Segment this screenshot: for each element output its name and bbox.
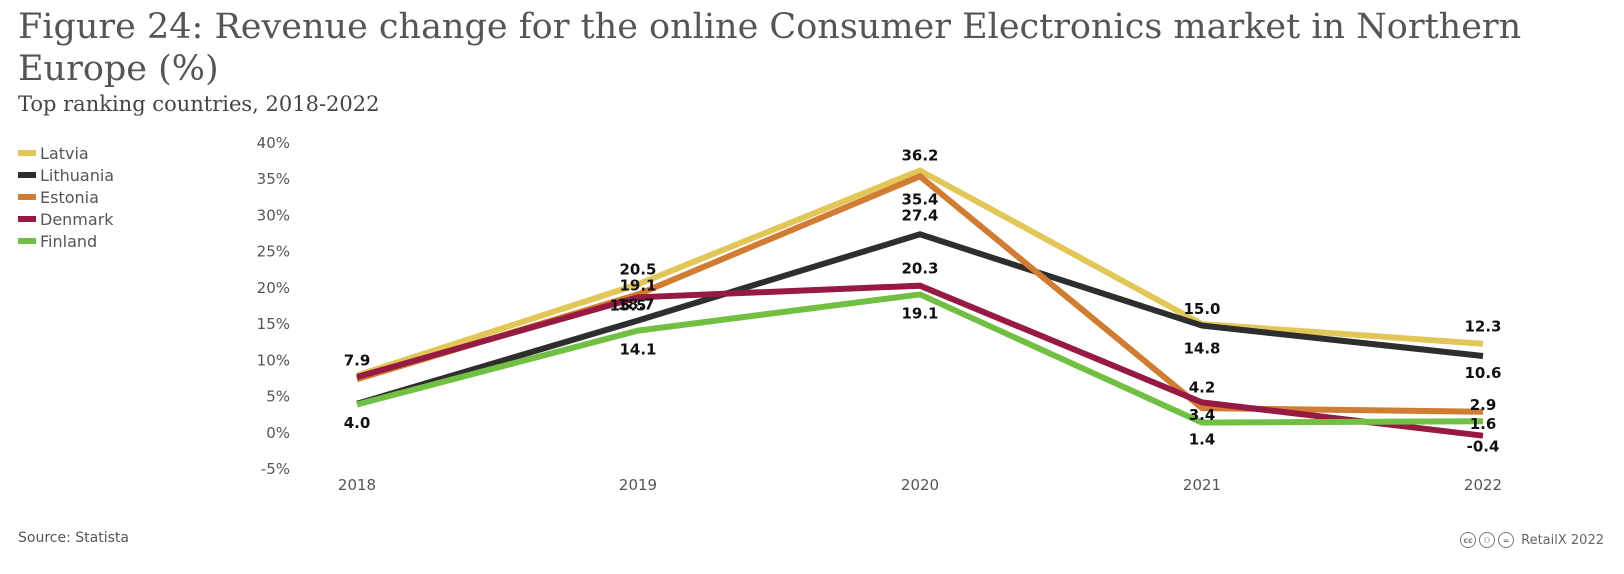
legend-label: Lithuania	[40, 165, 115, 185]
legend-label: Finland	[40, 231, 98, 251]
x-tick-label: 2018	[338, 476, 376, 494]
legend-item-latvia: Latvia	[18, 142, 114, 164]
data-label-finland: 14.1	[619, 341, 656, 359]
creative-commons-icon: cc	[1460, 532, 1477, 548]
legend-label: Latvia	[40, 143, 89, 163]
data-label-estonia: 35.4	[901, 190, 938, 208]
attribution-icon: ⚇	[1479, 532, 1496, 548]
data-label-lithuania: 4.0	[344, 414, 371, 432]
data-label-lithuania: 14.8	[1183, 340, 1220, 358]
y-tick-label: 15%	[257, 315, 290, 333]
legend-swatch	[18, 150, 36, 156]
y-tick-label: 30%	[257, 206, 290, 224]
legend-label: Estonia	[40, 187, 99, 207]
series-line-latvia	[356, 167, 1484, 379]
x-tick-label: 2019	[619, 476, 657, 494]
series-line-finland	[356, 291, 1484, 426]
data-label-latvia: 12.3	[1464, 318, 1501, 336]
x-tick-label: 2020	[901, 476, 939, 494]
data-label-lithuania: 15.5	[609, 296, 646, 314]
series-line-denmark	[356, 282, 1484, 439]
credit-text: RetailX 2022	[1521, 532, 1604, 548]
chart-title: Figure 24: Revenue change for the online…	[18, 7, 1522, 89]
data-label-denmark: 4.2	[1189, 378, 1216, 396]
legend-item-estonia: Estonia	[18, 186, 114, 208]
source-note: Source: Statista	[18, 530, 129, 546]
legend-swatch	[18, 216, 36, 222]
no-derivatives-icon: =	[1498, 532, 1515, 548]
chart-legend: Latvia Lithuania Estonia Denmark Finland	[18, 142, 114, 252]
y-tick-label: 0%	[266, 424, 290, 442]
legend-label: Denmark	[40, 209, 114, 229]
legend-swatch	[18, 172, 36, 178]
y-tick-label: 5%	[266, 388, 290, 406]
data-labels: 7.9 20.5 36.2 15.0 12.3 4.0 15.5 27.4 14.8 10.6 19…	[344, 147, 1502, 456]
y-tick-label: 20%	[257, 279, 290, 297]
x-tick-label: 2022	[1464, 476, 1502, 494]
data-label-lithuania: 10.6	[1464, 364, 1501, 382]
legend-item-finland: Finland	[18, 230, 114, 252]
data-label-denmark: 20.3	[901, 260, 938, 278]
data-label-lithuania: 27.4	[901, 206, 938, 224]
y-tick-label: 10%	[257, 351, 290, 369]
legend-swatch	[18, 238, 36, 244]
series-lines	[356, 167, 1484, 439]
y-tick-label: -5%	[261, 460, 290, 478]
y-tick-label: 25%	[257, 243, 290, 261]
data-label-estonia: 2.9	[1470, 396, 1497, 414]
credit: cc ⚇ = RetailX 2022	[1460, 532, 1604, 548]
data-label-latvia: 7.9	[344, 352, 371, 370]
series-line-lithuania	[356, 231, 1484, 407]
data-label-latvia: 20.5	[619, 260, 656, 278]
data-label-denmark: 18.7	[617, 295, 654, 313]
y-tick-label: 35%	[257, 170, 290, 188]
data-label-finland: 1.4	[1189, 431, 1216, 449]
x-axis: 2018 2019 2020 2021 2022	[338, 476, 1502, 494]
y-axis: -5% 0% 5% 10% 15% 20% 25% 30% 35% 40%	[257, 134, 290, 478]
data-label-latvia: 15.0	[1183, 300, 1220, 318]
legend-item-lithuania: Lithuania	[18, 164, 114, 186]
data-label-finland: 19.1	[901, 304, 938, 322]
legend-swatch	[18, 194, 36, 200]
data-label-estonia: 19.1	[619, 276, 656, 294]
chart-subtitle: Top ranking countries, 2018-2022	[18, 92, 380, 116]
data-label-denmark: -0.4	[1467, 438, 1500, 456]
data-label-latvia: 36.2	[901, 147, 938, 165]
y-tick-label: 40%	[257, 134, 290, 152]
legend-item-denmark: Denmark	[18, 208, 114, 230]
x-tick-label: 2021	[1183, 476, 1221, 494]
data-label-estonia: 3.4	[1189, 406, 1216, 424]
data-label-finland: 1.6	[1470, 415, 1497, 433]
